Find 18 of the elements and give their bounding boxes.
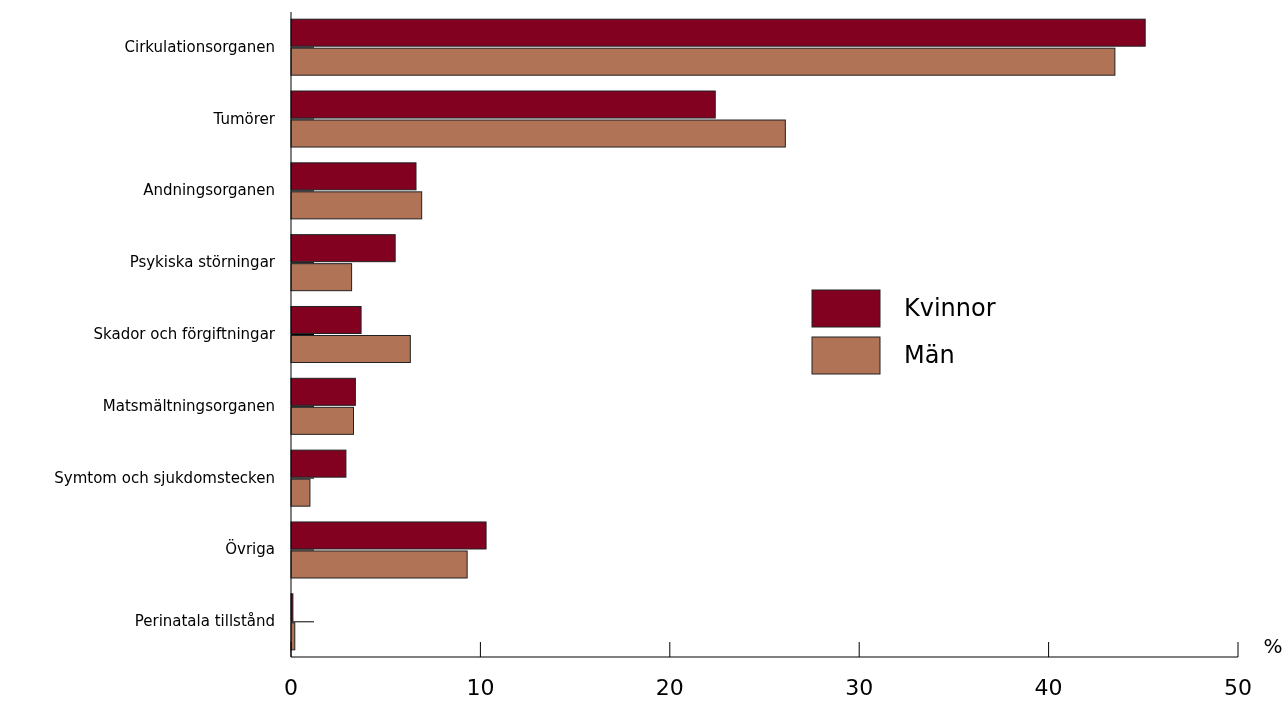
- x-axis-title: %: [1263, 634, 1283, 658]
- y-tick-label: Perinatala tillstånd: [134, 612, 275, 631]
- y-tick-label: Cirkulationsorganen: [124, 37, 275, 56]
- y-tick-label: Matsmältningsorganen: [102, 396, 275, 415]
- y-tick-label: Övriga: [225, 539, 275, 559]
- y-tick-label: Psykiska störningar: [129, 253, 276, 272]
- y-tick-label: Skador och förgiftningar: [93, 325, 276, 343]
- x-tick-label: 50: [1224, 675, 1252, 700]
- x-tick-label: 40: [1034, 675, 1063, 700]
- legend-label: Kvinnor: [904, 294, 996, 322]
- y-tick-label: Andningsorganen: [143, 181, 275, 200]
- x-tick-label: 20: [655, 675, 684, 700]
- legend-label: Män: [904, 341, 955, 369]
- x-tick-label: 30: [845, 675, 874, 700]
- y-tick-label: Symtom och sjukdomstecken: [54, 468, 275, 487]
- x-tick-label: 0: [284, 675, 298, 700]
- x-tick-label: 10: [466, 675, 495, 700]
- y-tick-label: Tumörer: [212, 109, 276, 128]
